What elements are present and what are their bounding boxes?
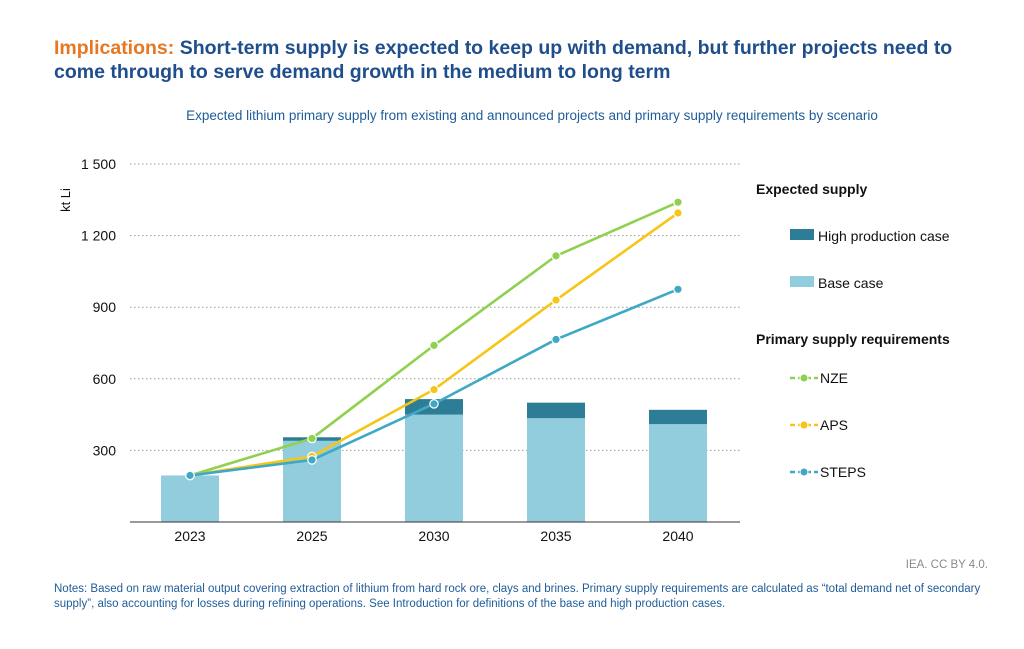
point-nze (307, 433, 317, 444)
y-tick-label: 1 500 (81, 156, 116, 172)
point-aps (429, 384, 439, 395)
legend-label-nze: NZE (820, 370, 848, 386)
chart-legend: Expected supply High production case Base … (756, 181, 950, 480)
point-aps (551, 295, 561, 305)
chart-title: Expected lithium primary supply from exi… (186, 108, 878, 123)
title-lead: Implications: (54, 37, 175, 59)
y-tick-label: 1 200 (81, 228, 116, 244)
y-tick-label: 300 (93, 442, 117, 458)
y-tick-label: 600 (93, 371, 117, 387)
bar-high-production-case (649, 409, 707, 425)
bar-high-production-case (527, 402, 585, 419)
legend-swatch-base (790, 276, 814, 287)
point-nze (429, 340, 439, 351)
source-credit: IEA. CC BY 4.0. (905, 559, 988, 571)
legend-label-high: High production case (818, 228, 950, 244)
x-tick-label: 2035 (540, 528, 571, 544)
legend-swatch-high (790, 229, 814, 240)
legend-label-aps: APS (820, 417, 848, 433)
legend-marker-nze (799, 373, 809, 383)
bar-base-case (405, 414, 463, 522)
y-axis-label: kt Li (58, 188, 73, 212)
bar-base-case (527, 418, 585, 522)
point-steps (185, 470, 195, 481)
legend-heading-supply: Expected supply (756, 181, 867, 197)
legend-label-steps: STEPS (820, 464, 866, 480)
legend-heading-requirements: Primary supply requirements (756, 331, 950, 347)
x-tick-label: 2040 (662, 528, 693, 544)
page-title: Implications: Short-term supply is expec… (54, 36, 1004, 84)
chart-notes: Notes: Based on raw material output cove… (54, 583, 981, 610)
bar-base-case (161, 475, 219, 522)
x-tick-label: 2030 (418, 528, 449, 544)
bar-base-case (649, 424, 707, 522)
legend-marker-aps (799, 420, 809, 430)
point-steps (673, 284, 683, 295)
point-steps (429, 399, 439, 409)
legend-marker-steps (799, 467, 809, 477)
point-steps (551, 334, 561, 345)
chart-axes: 300 600 900 1 200 1 500 kt Li 2023 2025 2030 2035… (58, 156, 740, 544)
chart-lines (185, 197, 683, 481)
title-text: Short-term supply is expected to keep up… (54, 37, 953, 83)
point-aps (673, 208, 683, 218)
point-nze (551, 251, 561, 261)
y-tick-label: 900 (93, 299, 117, 315)
point-nze (673, 197, 683, 207)
chart: 300 600 900 1 200 1 500 kt Li 2023 2025 2030 2035… (58, 156, 950, 544)
point-steps (307, 455, 317, 465)
x-tick-label: 2023 (174, 528, 205, 544)
legend-label-base: Base case (818, 275, 884, 291)
x-tick-label: 2025 (296, 528, 327, 544)
chart-bars (161, 399, 707, 522)
